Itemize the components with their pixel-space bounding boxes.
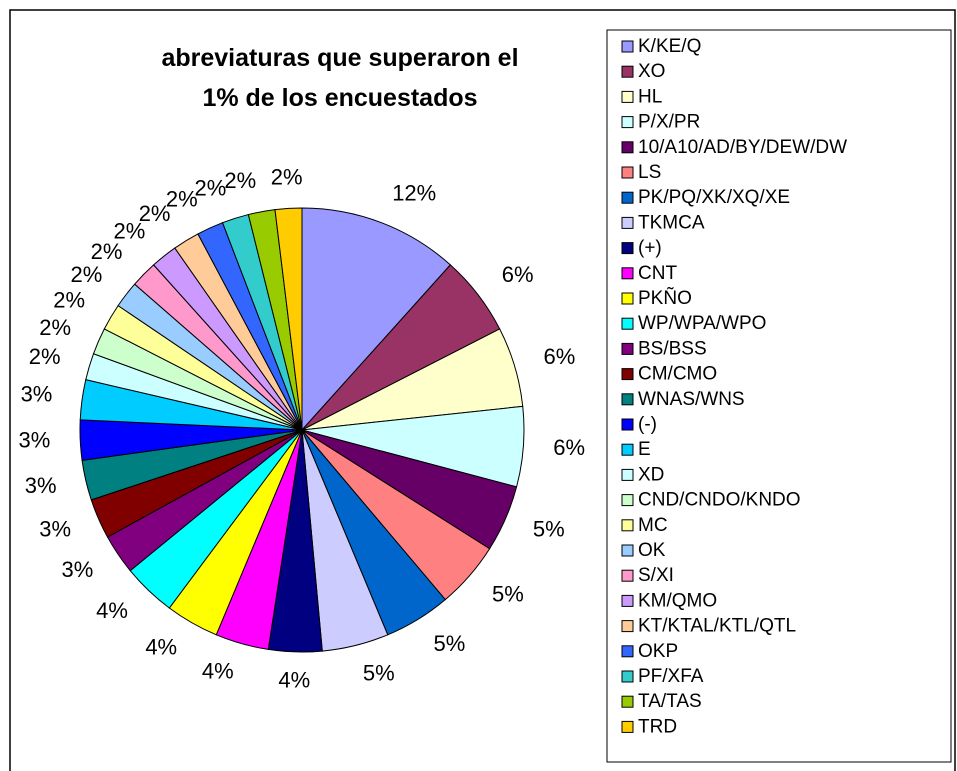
legend-swatch <box>621 418 634 431</box>
pie-slice <box>274 207 303 431</box>
data-label: 12% <box>392 181 436 206</box>
legend-label: PKÑO <box>638 287 692 309</box>
legend-swatch <box>621 166 634 179</box>
data-label: 4% <box>145 635 177 660</box>
data-label: 4% <box>96 598 128 623</box>
legend-label: CNT <box>638 263 677 284</box>
data-label: 5% <box>533 517 565 542</box>
legend-label: WNAS/WNS <box>638 389 745 410</box>
legend-swatch <box>621 141 634 154</box>
legend-swatch <box>621 720 634 733</box>
legend-label: OK <box>638 540 666 561</box>
legend-swatch <box>621 443 634 456</box>
data-label: 3% <box>21 381 53 406</box>
data-label: 2% <box>53 288 85 313</box>
legend-swatch <box>621 393 634 406</box>
legend-label: LS <box>638 162 661 183</box>
legend-swatch <box>621 317 634 330</box>
legend-swatch <box>621 645 634 658</box>
legend-label: CND/CNDO/KNDO <box>638 490 801 511</box>
data-label: 5% <box>434 631 466 656</box>
data-label: 3% <box>39 517 71 542</box>
data-label: 2% <box>224 168 256 193</box>
legend-swatch <box>621 267 634 280</box>
legend-label: K/KE/Q <box>638 36 701 57</box>
legend-swatch <box>621 368 634 381</box>
legend-label: TA/TAS <box>638 691 702 712</box>
chart-title: abreviaturas que superaron el 1% de los … <box>161 44 519 112</box>
legend-label: (-) <box>638 414 657 435</box>
legend-label: PK/PQ/XK/XQ/XE <box>638 187 790 208</box>
data-label: 2% <box>139 201 171 226</box>
legend-label: OKP <box>638 641 678 662</box>
legend-box <box>606 29 952 763</box>
legend-swatch <box>621 519 634 532</box>
data-label: 6% <box>553 435 585 460</box>
legend-swatch <box>621 242 634 255</box>
data-label: 3% <box>18 427 50 452</box>
data-label: 6% <box>502 262 534 287</box>
legend-label: E <box>638 439 651 460</box>
data-label: 4% <box>278 668 310 693</box>
legend-swatch <box>621 695 634 708</box>
data-label: 2% <box>114 218 146 243</box>
legend-swatch <box>621 620 634 633</box>
data-label: 3% <box>61 557 93 582</box>
legend-swatch <box>621 216 634 229</box>
legend-label: KT/KTAL/KTL/QTL <box>638 616 796 637</box>
legend-swatch <box>621 569 634 582</box>
data-label: 2% <box>166 186 198 211</box>
legend-swatch <box>621 670 634 683</box>
legend-label: BS/BSS <box>638 338 707 359</box>
legend-label: 10/A10/AD/BY/DEW/DW <box>638 137 847 158</box>
legend-swatch <box>621 342 634 355</box>
legend-swatch <box>621 40 634 53</box>
legend-label: WP/WPA/WPO <box>638 313 766 334</box>
legend-label: PF/XFA <box>638 666 704 687</box>
legend-swatch <box>621 116 634 129</box>
data-label: 2% <box>70 262 102 287</box>
legend-swatch <box>621 544 634 557</box>
legend-label: MC <box>638 515 668 536</box>
legend-swatch <box>621 191 634 204</box>
legend-swatch <box>621 90 634 103</box>
legend-label: CM/CMO <box>638 364 717 385</box>
legend-label: TRD <box>638 716 677 737</box>
data-label: 6% <box>543 344 575 369</box>
data-label: 2% <box>271 164 303 189</box>
data-label: 2% <box>195 175 227 200</box>
legend-swatch <box>621 65 634 78</box>
legend-swatch <box>621 292 634 305</box>
legend-label: KM/QMO <box>638 590 717 611</box>
legend-label: (+) <box>638 238 662 259</box>
legend-label: HL <box>638 86 662 107</box>
legend-label: TKMCA <box>638 212 705 233</box>
legend-label: S/XI <box>638 565 674 586</box>
legend-label: XD <box>638 464 664 485</box>
data-label: 3% <box>25 473 57 498</box>
legend-label: P/X/PR <box>638 112 700 133</box>
data-label: 4% <box>202 658 234 683</box>
data-label: 2% <box>29 344 61 369</box>
legend-label: XO <box>638 61 665 82</box>
legend-swatch <box>621 594 634 607</box>
data-label: 2% <box>91 239 123 264</box>
data-label: 5% <box>363 660 395 685</box>
pie-slice <box>301 207 452 432</box>
legend-swatch <box>621 468 634 481</box>
legend-swatch <box>621 494 634 507</box>
data-label: 2% <box>39 315 71 340</box>
data-label: 5% <box>492 581 524 606</box>
